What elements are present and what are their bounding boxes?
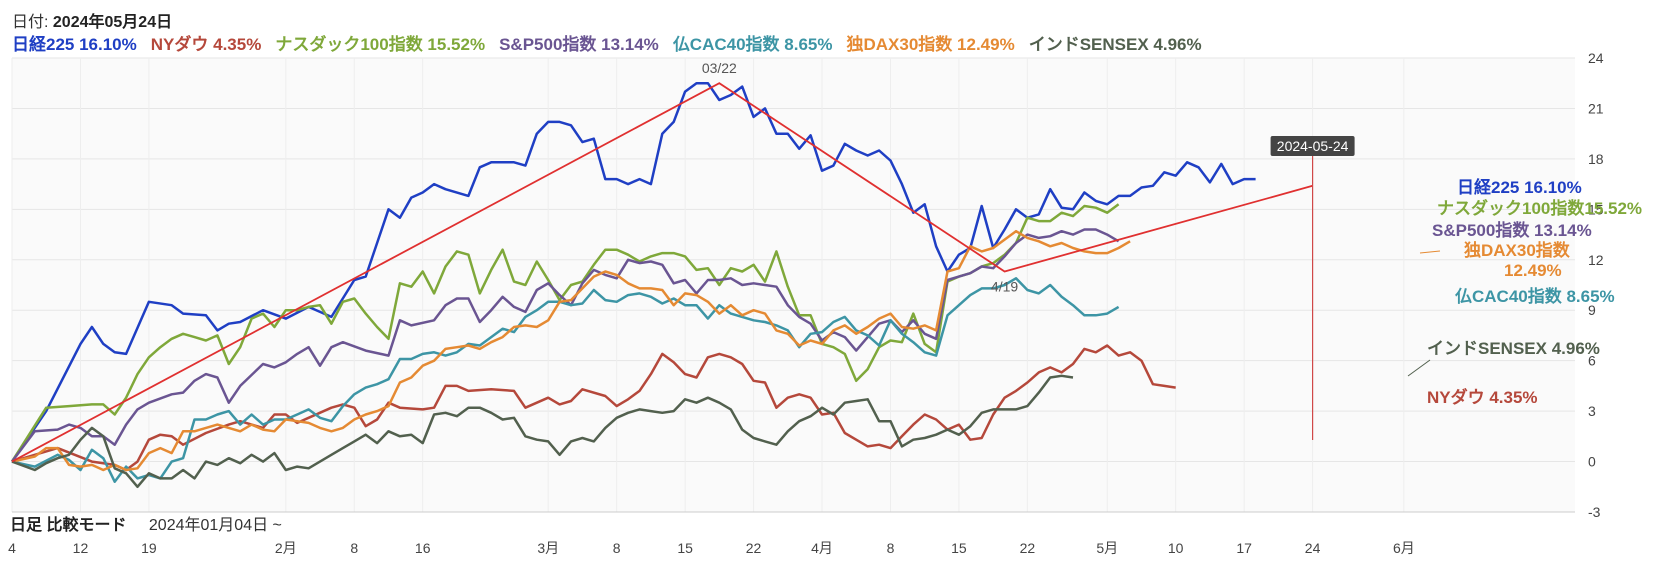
legend-item-4[interactable]: 仏CAC40指数 8.65% bbox=[673, 35, 833, 54]
current-date-tag-bg bbox=[1270, 136, 1355, 156]
end-label-nydow: NYダウ 4.35% bbox=[1427, 387, 1538, 407]
x-tick-label: 3月 bbox=[537, 540, 559, 556]
trend-line bbox=[11, 82, 1313, 463]
series-line-6 bbox=[11, 374, 1074, 489]
legend-item-1[interactable]: NYダウ 4.35% bbox=[151, 35, 262, 54]
x-tick-label: 10 bbox=[1168, 540, 1184, 556]
pointer-dax bbox=[1419, 250, 1441, 254]
series-line-4 bbox=[11, 277, 1120, 483]
series-line-3 bbox=[11, 228, 1120, 463]
x-tick-label: 16 bbox=[415, 540, 431, 556]
x-tick-label: 2月 bbox=[275, 540, 297, 556]
x-tick-label: 8 bbox=[613, 540, 621, 556]
end-label-dax-value: 12.49% bbox=[1504, 261, 1562, 280]
legend-change: 4.35% bbox=[208, 35, 262, 54]
x-tick-label: 5月 bbox=[1096, 540, 1118, 556]
series-line-1 bbox=[11, 344, 1176, 472]
x-tick-label: 8 bbox=[350, 540, 358, 556]
x-tick-label: 15 bbox=[951, 540, 967, 556]
plot-area bbox=[12, 58, 1575, 512]
date-value: 2024年05月24日 bbox=[52, 14, 173, 31]
y-tick-label: 21 bbox=[1588, 100, 1604, 116]
legend-item-3[interactable]: S&P500指数 13.14% bbox=[499, 35, 659, 54]
legend-name: 仏CAC40指数 bbox=[672, 35, 780, 54]
legend-name: 日経225 bbox=[12, 35, 75, 54]
legend-name: S&P500指数 bbox=[499, 35, 597, 54]
y-tick-label: 9 bbox=[1588, 302, 1596, 318]
current-date-tag: 2024-05-24 bbox=[1277, 138, 1349, 154]
x-tick-label: 6月 bbox=[1393, 540, 1415, 556]
series-line-5 bbox=[11, 229, 1131, 472]
mode-label: 日足 比較モード bbox=[10, 517, 127, 534]
legend-name: NYダウ bbox=[150, 35, 209, 54]
end-label-dax: 独DAX30指数 bbox=[1464, 240, 1571, 260]
y-tick-label: -3 bbox=[1588, 504, 1601, 520]
end-label-nikkei: 日経225 16.10% bbox=[1457, 177, 1582, 197]
x-tick-label: 15 bbox=[677, 540, 693, 556]
legend-change: 12.49% bbox=[952, 35, 1015, 54]
x-tick-label: 8 bbox=[887, 540, 895, 556]
x-tick-label: 24 bbox=[1305, 540, 1321, 556]
y-tick-label: 6 bbox=[1588, 353, 1596, 369]
legend-change: 4.96% bbox=[1148, 35, 1202, 54]
date-header: 日付: 2024年05月24日 bbox=[12, 8, 172, 32]
legend-change: 8.65% bbox=[779, 35, 833, 54]
legend-item-5[interactable]: 独DAX30指数 12.49% bbox=[847, 35, 1015, 54]
pointer-sensex bbox=[1407, 359, 1431, 377]
x-tick-label: 4月 bbox=[811, 540, 833, 556]
legend-item-0[interactable]: 日経225 16.10% bbox=[12, 35, 137, 54]
y-tick-label: 3 bbox=[1588, 403, 1596, 419]
x-tick-label: 22 bbox=[1020, 540, 1036, 556]
y-tick-label: 24 bbox=[1588, 50, 1604, 66]
legend: 日経225 16.10% NYダウ 4.35% ナスダック100指数 15.52% S… bbox=[12, 30, 1216, 55]
y-tick-label: 12 bbox=[1588, 252, 1604, 268]
legend-change: 15.52% bbox=[422, 35, 486, 54]
series-line-2 bbox=[10, 203, 1120, 463]
y-tick-label: 0 bbox=[1588, 454, 1596, 470]
legend-name: インドSENSEX bbox=[1028, 35, 1149, 54]
x-tick-label: 22 bbox=[746, 540, 762, 556]
start-date-label: 2024年01月04日 ~ bbox=[148, 517, 282, 534]
end-label-cac: 仏CAC40指数 8.65% bbox=[1455, 286, 1615, 306]
legend-item-2[interactable]: ナスダック100指数 15.52% bbox=[275, 35, 485, 54]
footer-bar: 日足 比較モード 2024年01月04日 ~ bbox=[10, 511, 282, 535]
legend-item-6[interactable]: インドSENSEX 4.96% bbox=[1029, 35, 1202, 54]
y-tick-label: 15 bbox=[1588, 201, 1604, 217]
x-tick-label: 12 bbox=[73, 540, 89, 556]
x-tick-label: 19 bbox=[141, 540, 157, 556]
trough-label: 4/19 bbox=[991, 279, 1018, 295]
end-label-nasdaq: ナスダック100指数15.52% bbox=[1437, 198, 1642, 218]
peak-label: 03/22 bbox=[702, 60, 737, 76]
legend-change: 13.14% bbox=[596, 35, 659, 54]
x-tick-label: 4 bbox=[8, 540, 16, 556]
y-tick-label: 18 bbox=[1588, 151, 1604, 167]
x-tick-label: 17 bbox=[1236, 540, 1252, 556]
end-label-sensex: インドSENSEX 4.96% bbox=[1427, 339, 1600, 358]
date-label: 日付: bbox=[12, 14, 49, 31]
legend-change: 16.10% bbox=[74, 35, 137, 54]
legend-name: 独DAX30指数 bbox=[846, 35, 953, 54]
legend-name: ナスダック100指数 bbox=[275, 35, 423, 54]
end-label-sp500: S&P500指数 13.14% bbox=[1432, 220, 1592, 240]
